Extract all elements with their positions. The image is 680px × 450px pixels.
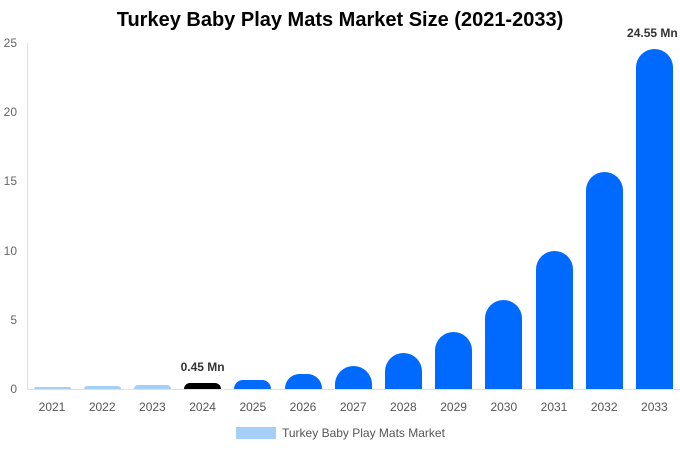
data-label-2024: 0.45 Mn	[180, 359, 225, 374]
chart-title: Turkey Baby Play Mats Market Size (2021-…	[116, 9, 564, 31]
legend-swatch	[236, 427, 276, 439]
x-tick-label: 2032	[590, 400, 618, 414]
data-label-2033: 24.55 Mn	[627, 26, 678, 41]
y-tick-label: 20	[3, 105, 17, 120]
x-tick-label: 2021	[38, 400, 66, 414]
bar-2033[interactable]	[635, 49, 673, 389]
bar-2027[interactable]	[334, 366, 372, 389]
x-tick-label: 2026	[289, 400, 317, 414]
x-axis-line	[27, 389, 680, 390]
x-tick-label: 2033	[641, 400, 668, 414]
x-tick-label: 2029	[440, 400, 467, 414]
x-tick-label: 2027	[339, 400, 367, 414]
x-tick-label: 2028	[390, 400, 417, 414]
bar-2031[interactable]	[535, 250, 573, 389]
x-tick-label: 2030	[490, 400, 518, 414]
y-tick-label: 0	[10, 382, 17, 396]
y-tick-label: 10	[3, 243, 17, 258]
x-tick-label: 2022	[88, 400, 116, 414]
bar-2021[interactable]	[33, 386, 71, 389]
x-tick-label: 2031	[540, 400, 568, 414]
bar-2029[interactable]	[435, 332, 473, 389]
legend-label: Turkey Baby Play Mats Market	[282, 426, 445, 440]
bar-2025[interactable]	[234, 380, 272, 389]
bar-2024[interactable]	[184, 382, 222, 389]
legend[interactable]: Turkey Baby Play Mats Market	[236, 426, 445, 440]
y-tick-label: 25	[3, 36, 17, 50]
bar-2026[interactable]	[284, 374, 322, 389]
bar-2032[interactable]	[585, 171, 623, 389]
bar-2030[interactable]	[485, 300, 523, 389]
bar-2028[interactable]	[384, 353, 422, 389]
x-tick-label: 2025	[239, 400, 267, 414]
bar-2023[interactable]	[133, 384, 171, 389]
x-tick-label: 2024	[189, 400, 216, 414]
x-tick-label: 2023	[139, 400, 166, 414]
bar-2022[interactable]	[83, 385, 121, 389]
y-tick-label: 15	[3, 174, 17, 189]
y-tick-label: 5	[10, 312, 17, 327]
y-axis-line	[27, 43, 28, 389]
